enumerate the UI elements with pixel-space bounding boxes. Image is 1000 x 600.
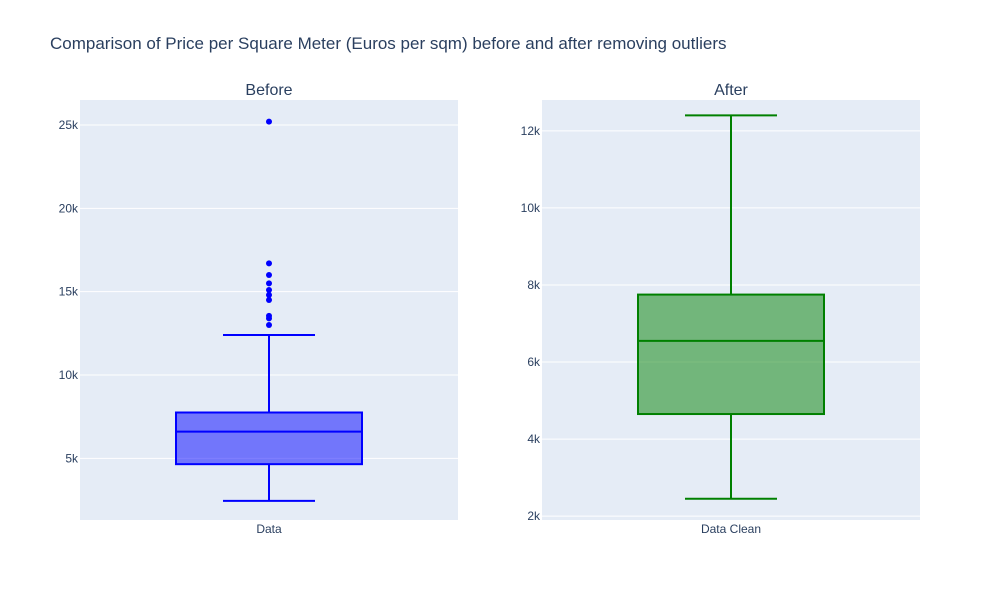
panel-1-outlier-point [266,297,272,303]
panel-1-outlier-point [266,292,272,298]
panel-2-ytick-label: 8k [527,278,541,292]
panel-1-outlier-point [266,280,272,287]
panel-1-iqr-box [175,411,363,466]
panel-1-ytick-label: 15k [59,285,79,299]
panel-1-ytick-label: 10k [59,368,79,382]
panel-2-ytick-label: 2k [527,509,541,523]
panel-2: 2k 4k 6k 8k 10k 12k After Data Clean [521,82,920,536]
panel-2-ytick-label: 6k [527,355,541,369]
panel-2-subtitle: After [714,82,748,99]
panel-1-outlier-point [266,287,272,293]
panel-2-category-label: Data Clean [701,522,761,536]
panel-1-ytick-label: 5k [65,451,79,465]
panel-2-ytick-label: 10k [521,201,541,215]
panel-2-iqr-box [637,293,825,416]
panel-1-outlier-point [266,322,272,328]
panel-1-subtitle: Before [245,82,292,99]
panel-1-ytick-label: 25k [59,118,79,132]
panel-1-outlier-point [266,118,272,125]
panel-2-ytick-label: 4k [527,432,541,446]
panel-1: 5k 10k 15k 20k 25k Before Data [59,82,458,536]
panel-2-ytick-label: 12k [521,124,541,138]
panel-1-ytick-label: 20k [59,201,79,215]
chart-title: Comparison of Price per Square Meter (Eu… [50,34,727,53]
panel-1-outlier-point [266,272,272,278]
panel-1-outlier-point [266,260,272,267]
panel-1-outlier-point [266,312,272,319]
panel-1-category-label: Data [256,522,282,536]
